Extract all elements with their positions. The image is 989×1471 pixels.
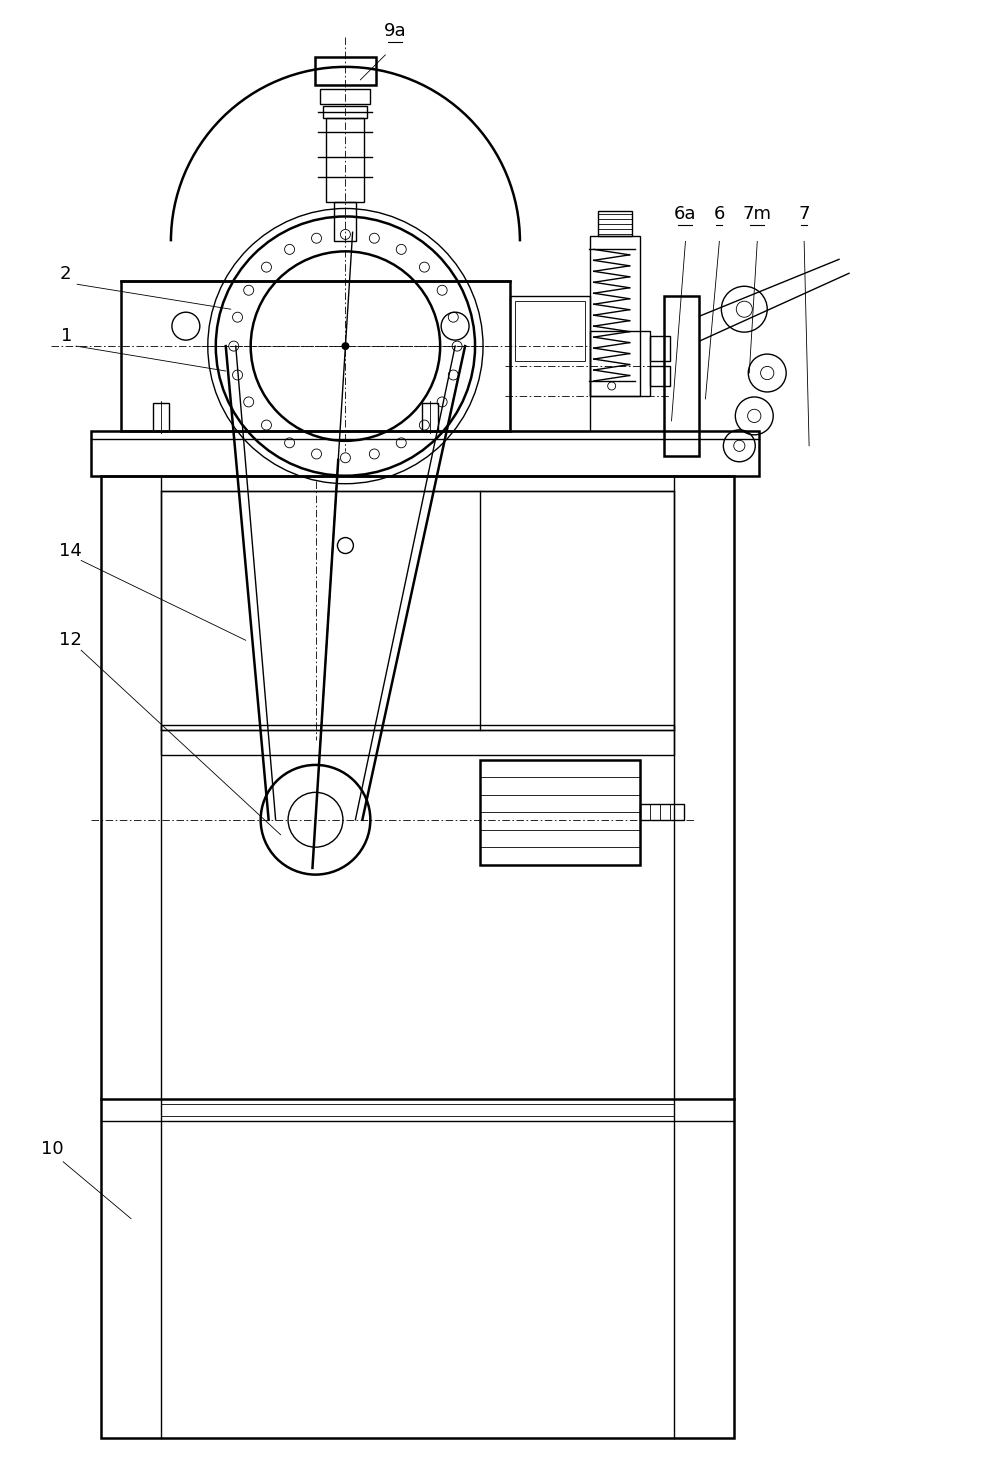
Bar <box>323 106 367 118</box>
Bar <box>326 118 364 202</box>
Text: 9a: 9a <box>384 22 406 40</box>
Bar <box>664 296 699 456</box>
Text: 7: 7 <box>798 206 810 224</box>
Text: 10: 10 <box>42 1140 64 1158</box>
Bar <box>589 331 650 396</box>
Text: 12: 12 <box>59 631 82 649</box>
Bar <box>597 212 632 237</box>
Bar <box>334 202 356 241</box>
Text: 1: 1 <box>61 327 72 346</box>
Bar <box>91 431 760 475</box>
Bar <box>515 302 584 360</box>
Bar <box>650 337 670 360</box>
Text: 6: 6 <box>714 206 725 224</box>
Bar <box>121 281 510 431</box>
Bar <box>153 403 169 431</box>
Bar <box>161 491 674 730</box>
Text: 7m: 7m <box>743 206 771 224</box>
Text: 14: 14 <box>59 541 82 559</box>
Bar <box>510 296 589 431</box>
Bar <box>640 803 684 819</box>
Text: 6a: 6a <box>674 206 696 224</box>
Bar <box>589 237 640 396</box>
Bar <box>320 88 370 104</box>
Bar <box>422 403 438 431</box>
Text: 2: 2 <box>59 265 71 284</box>
Bar <box>101 475 734 1439</box>
Bar <box>161 725 674 755</box>
Circle shape <box>341 343 349 350</box>
Bar <box>650 366 670 385</box>
Bar <box>480 761 640 865</box>
Bar <box>315 57 377 85</box>
